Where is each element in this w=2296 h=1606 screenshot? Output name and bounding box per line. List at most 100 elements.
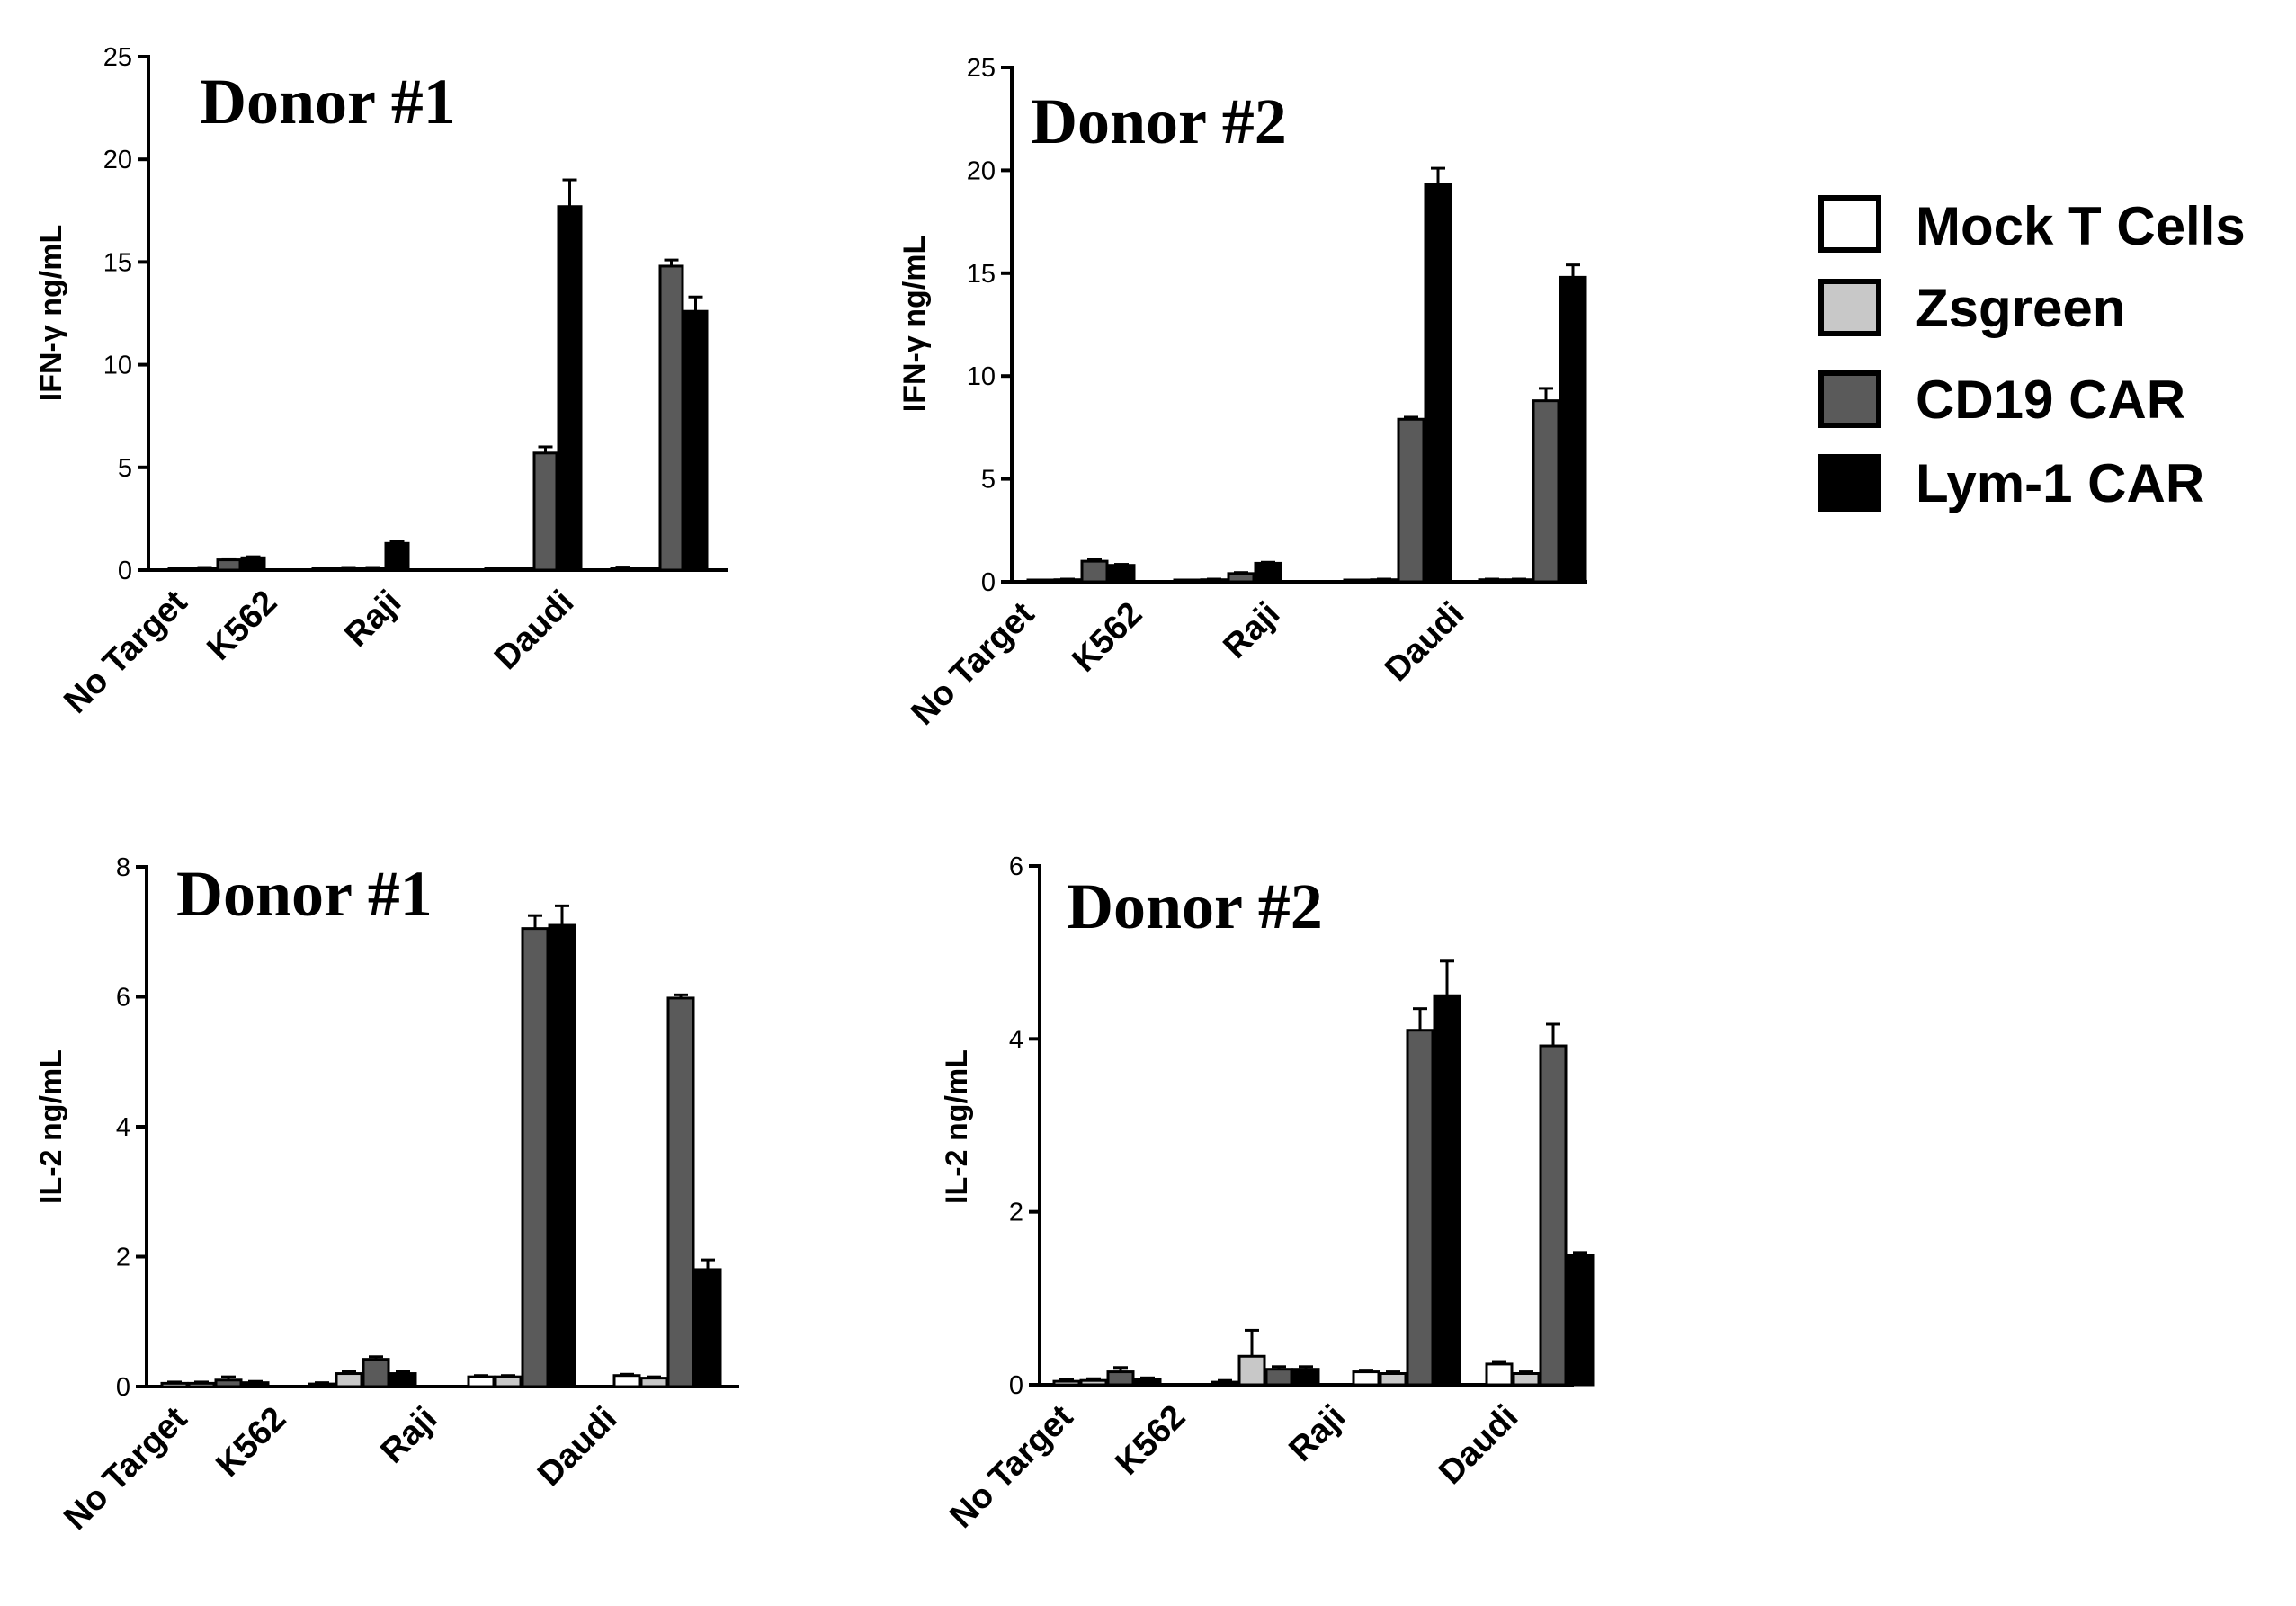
x-category-label: K562	[200, 584, 284, 668]
x-category-label: Daudi	[1432, 1398, 1525, 1492]
legend-label-mock-t-cells: Mock T Cells	[1916, 196, 2246, 256]
x-category-label: No Target	[904, 594, 1041, 732]
bar-lym-1-car-k562	[1291, 1368, 1320, 1387]
y-tick-label: 0	[1009, 1371, 1023, 1400]
bar-zsgreen-raji	[494, 1375, 523, 1388]
y-axis-title: IL-2 ng/mL	[940, 1049, 974, 1204]
bar-zsgreen-daudi	[639, 1377, 668, 1388]
bar-lym-1-car-daudi	[1566, 1254, 1595, 1387]
panel-title: Donor #1	[176, 858, 433, 930]
y-tick-label: 5	[118, 454, 132, 483]
legend-label-cd19-car: CD19 CAR	[1916, 370, 2185, 430]
bar-zsgreen-no-target	[1079, 1378, 1108, 1387]
y-tick-label: 5	[981, 466, 996, 495]
bar-cd19-car-k562	[1227, 572, 1255, 584]
y-tick-label: 10	[103, 352, 132, 380]
bar-lym-1-car-raji	[557, 205, 583, 572]
y-tick-label: 8	[116, 853, 130, 882]
y-tick-label: 20	[103, 146, 132, 174]
x-category-label: K562	[209, 1400, 293, 1485]
bar-lym-1-car-k562	[1254, 561, 1282, 584]
bar-mock-t-cells-k562	[308, 1382, 336, 1388]
x-category-label: K562	[1108, 1398, 1193, 1483]
y-tick-label: 25	[103, 43, 132, 72]
bar-mock-t-cells-k562	[1211, 1380, 1239, 1387]
bar-cd19-car-no-target	[216, 558, 242, 572]
bar-lym-1-car-no-target	[1133, 1378, 1162, 1387]
x-category-label: Raji	[373, 1400, 444, 1471]
y-tick-label: 6	[116, 984, 130, 1013]
legend: Mock T Cells Zsgreen CD19 CAR Lym-1 CAR	[1818, 195, 2246, 513]
bar-zsgreen-no-target	[187, 1381, 216, 1388]
bar-cd19-car-no-target	[1106, 1370, 1135, 1387]
bar-cd19-car-raji	[1406, 1029, 1434, 1387]
x-category-label: Daudi	[1378, 595, 1471, 689]
bar-zsgreen-daudi	[1512, 1371, 1541, 1387]
legend-label-lym-1-car: Lym-1 CAR	[1916, 453, 2204, 513]
x-category-label: Raji	[1282, 1398, 1353, 1469]
y-tick-label: 6	[1009, 852, 1023, 881]
bar-lym-1-car-raji	[1424, 183, 1452, 584]
y-tick-label: 10	[967, 362, 996, 391]
bar-lym-1-car-daudi	[693, 1268, 722, 1388]
bar-mock-t-cells-daudi	[612, 1374, 641, 1388]
bar-cd19-car-no-target	[1080, 559, 1109, 584]
panel-title: Donor #2	[1067, 870, 1323, 942]
bar-cd19-car-daudi	[1532, 399, 1560, 584]
y-tick-label: 25	[967, 54, 996, 83]
bar-lym-1-car-raji	[548, 923, 576, 1388]
chart-panel-4: 0 2 4 6 IL-2 ng/mL Donor #2 No Target K562 Raji D…	[940, 852, 1595, 1536]
y-tick-label: 0	[981, 568, 996, 597]
bar-lym-1-car-k562	[384, 541, 410, 572]
bar-lym-1-car-daudi	[683, 309, 709, 572]
bar-zsgreen-k562	[1237, 1354, 1266, 1387]
bar-cd19-car-raji	[1397, 417, 1425, 584]
y-axis-title: IFN-γ ng/mL	[34, 225, 68, 401]
x-category-label: Raji	[1216, 595, 1287, 666]
y-tick-label: 20	[967, 156, 996, 185]
y-axis-title: IFN-γ ng/mL	[898, 236, 932, 412]
bar-lym-1-car-daudi	[1559, 275, 1587, 584]
bar-cd19-car-daudi	[666, 996, 695, 1388]
x-category-label: Raji	[337, 584, 408, 655]
legend-swatch-cd19-car	[1818, 370, 1881, 428]
bar-cd19-car-no-target	[214, 1378, 243, 1388]
chart-panel-1: 0 5 10 15 20 25 IFN-γ ng/mL Donor #1 No Target K5…	[34, 43, 728, 721]
y-tick-label: 2	[116, 1244, 130, 1272]
chart-panel-3: 0 2 4 6 8 IL-2 ng/mL Donor #1 No Target K562 Raji…	[34, 853, 739, 1538]
bar-cd19-car-raji	[521, 927, 549, 1388]
legend-swatch-lym-1-car	[1818, 454, 1881, 512]
legend-swatch-mock-t-cells	[1818, 195, 1881, 253]
bar-mock-t-cells-raji	[1352, 1370, 1380, 1387]
x-category-label: No Target	[57, 583, 194, 720]
legend-swatch-zsgreen	[1818, 279, 1881, 336]
bar-mock-t-cells-no-target	[1052, 1379, 1081, 1387]
y-tick-label: 4	[1009, 1025, 1023, 1054]
x-category-label: No Target	[943, 1397, 1080, 1535]
y-axis-title: IL-2 ng/mL	[34, 1049, 68, 1204]
bar-lym-1-car-no-target	[240, 556, 266, 572]
legend-label-zsgreen: Zsgreen	[1916, 278, 2125, 338]
bar-mock-t-cells-raji	[467, 1375, 496, 1388]
panel-title: Donor #2	[1031, 85, 1287, 157]
bar-zsgreen-raji	[1379, 1371, 1407, 1387]
bar-lym-1-car-k562	[389, 1372, 417, 1388]
bar-cd19-car-daudi	[658, 264, 684, 572]
bar-zsgreen-k562	[335, 1372, 363, 1388]
y-tick-label: 4	[116, 1113, 130, 1142]
bar-mock-t-cells-no-target	[160, 1381, 189, 1388]
bar-cd19-car-k562	[362, 1358, 390, 1388]
x-category-label: Daudi	[487, 584, 581, 677]
x-category-label: No Target	[57, 1399, 194, 1537]
y-tick-label: 0	[116, 1373, 130, 1402]
y-tick-label: 2	[1009, 1199, 1023, 1227]
bar-lym-1-car-no-target	[1107, 564, 1136, 584]
bar-cd19-car-daudi	[1539, 1044, 1568, 1387]
bar-lym-1-car-raji	[1433, 994, 1461, 1387]
panel-title: Donor #1	[200, 66, 456, 138]
bar-mock-t-cells-daudi	[1485, 1362, 1514, 1387]
x-category-label: Daudi	[531, 1400, 624, 1494]
bar-lym-1-car-no-target	[241, 1381, 270, 1388]
